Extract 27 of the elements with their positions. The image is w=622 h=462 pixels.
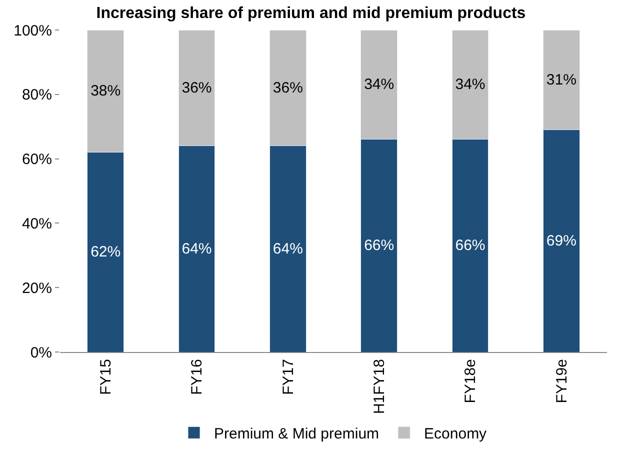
y-tick-label: 40%	[22, 215, 52, 232]
y-tick-label: 0%	[30, 344, 52, 362]
data-label: 34%	[364, 76, 394, 94]
chart-title: Increasing share of premium and mid premium products	[96, 5, 526, 22]
legend-label: Premium & Mid premium	[214, 426, 380, 442]
y-tick-label: 80%	[22, 86, 52, 104]
data-label: 34%	[455, 76, 486, 94]
x-tick-label: FY18e	[462, 359, 480, 404]
x-tick-label: FY17	[280, 359, 297, 395]
data-label: 36%	[272, 79, 303, 96]
data-label: 38%	[90, 82, 121, 100]
data-label: 69%	[546, 232, 576, 250]
data-label: 66%	[455, 237, 486, 254]
y-tick-label: 20%	[22, 280, 52, 297]
y-tick-label: 100%	[14, 22, 52, 40]
x-tick-label: H1FY18	[370, 359, 388, 414]
data-label: 64%	[272, 240, 303, 258]
x-tick-label: FY19e	[553, 359, 570, 404]
y-tick-label: 60%	[22, 151, 52, 168]
legend-label: Economy	[424, 426, 488, 442]
data-label: 36%	[182, 79, 212, 96]
data-label: 66%	[364, 237, 394, 254]
x-tick-label: FY15	[97, 359, 114, 395]
data-label: 64%	[182, 240, 212, 258]
data-label: 62%	[90, 244, 121, 261]
x-tick-label: FY16	[188, 359, 206, 395]
data-label: 31%	[546, 71, 576, 88]
